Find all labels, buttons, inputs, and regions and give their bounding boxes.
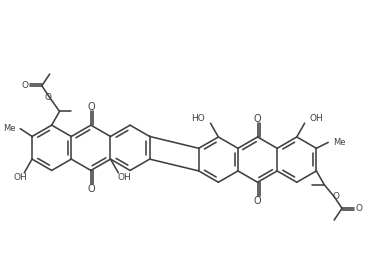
Text: OH: OH	[310, 114, 323, 123]
Text: O: O	[87, 102, 95, 112]
Text: O: O	[355, 204, 362, 213]
Text: O: O	[254, 114, 261, 124]
Text: O: O	[44, 93, 51, 102]
Text: OH: OH	[13, 173, 27, 182]
Text: O: O	[333, 192, 340, 201]
Text: OH: OH	[117, 173, 131, 182]
Text: Me: Me	[3, 124, 15, 133]
Text: O: O	[21, 81, 28, 90]
Text: O: O	[254, 196, 261, 206]
Text: Me: Me	[333, 138, 346, 147]
Text: HO: HO	[191, 114, 205, 123]
Text: O: O	[87, 184, 95, 194]
